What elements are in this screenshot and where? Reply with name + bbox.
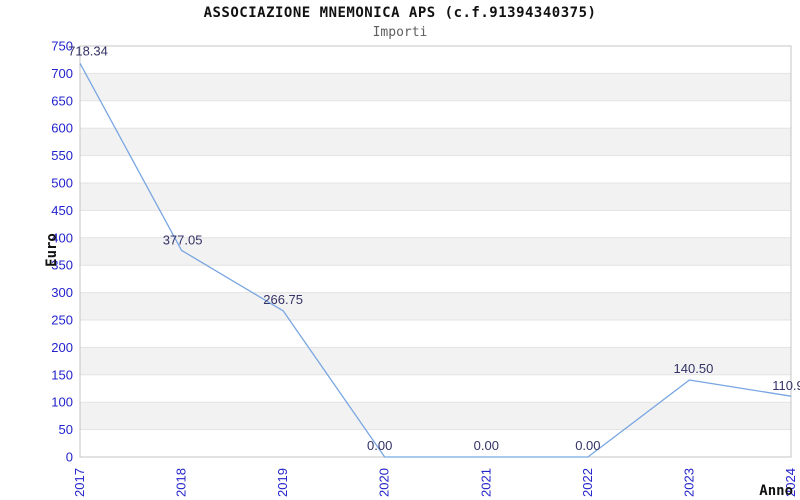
y-tick-label: 700	[51, 66, 73, 81]
y-tick-label: 350	[51, 258, 73, 273]
data-point-label: 0.00	[575, 438, 600, 453]
y-tick-label: 300	[51, 285, 73, 300]
y-tick-label: 550	[51, 148, 73, 163]
y-tick-label: 750	[51, 39, 73, 54]
x-tick-label: 2021	[478, 468, 493, 497]
y-tick-label: 50	[59, 422, 73, 437]
x-tick-label: 2022	[580, 468, 595, 497]
grid-band	[80, 128, 791, 156]
y-axis-title: Euro	[44, 233, 60, 267]
grid-band	[80, 183, 791, 211]
x-tick-label: 2020	[377, 468, 392, 497]
x-axis-title: Anno	[759, 483, 793, 499]
x-tick-label: 2024	[783, 468, 798, 497]
data-point-label: 0.00	[474, 438, 499, 453]
y-tick-label: 650	[51, 93, 73, 108]
y-tick-label: 100	[51, 395, 73, 410]
y-tick-label: 500	[51, 176, 73, 191]
data-point-label: 140.50	[674, 361, 714, 376]
y-tick-label: 150	[51, 367, 73, 382]
y-tick-label: 0	[66, 450, 73, 465]
y-tick-label: 250	[51, 313, 73, 328]
chart-title: ASSOCIAZIONE MNEMONICA APS (c.f.91394340…	[203, 5, 597, 21]
grid-band	[80, 292, 791, 320]
y-tick-label: 450	[51, 203, 73, 218]
grid-band	[80, 347, 791, 375]
data-point-label: 266.75	[263, 292, 303, 307]
grid-band	[80, 73, 791, 101]
chart-subtitle: Importi	[372, 25, 428, 40]
x-tick-label: 2019	[275, 468, 290, 497]
grid-band	[80, 402, 791, 430]
data-point-label: 377.05	[163, 232, 203, 247]
y-tick-label: 400	[51, 230, 73, 245]
x-tick-label: 2017	[72, 468, 87, 497]
y-tick-label: 200	[51, 340, 73, 355]
data-point-label: 110.9	[772, 378, 800, 393]
x-tick-label: 2018	[174, 468, 189, 497]
data-line	[79, 62, 792, 458]
data-point-label: 0.00	[367, 438, 392, 453]
data-point-label: 718.34	[68, 43, 108, 58]
y-tick-label: 600	[51, 121, 73, 136]
x-tick-label: 2023	[681, 468, 696, 497]
